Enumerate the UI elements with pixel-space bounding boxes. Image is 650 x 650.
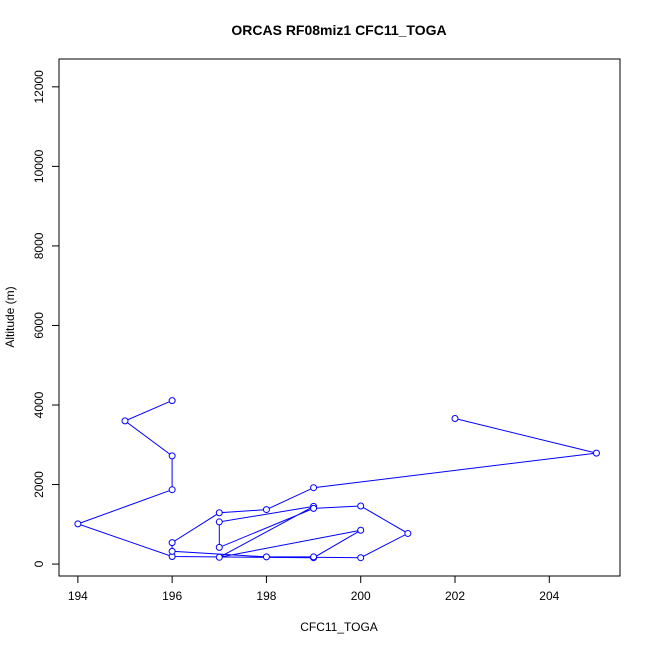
plot-frame [58,58,621,577]
x-tick-label: 202 [445,589,465,603]
x-axis: 194 196 198 200 202 204 [68,575,560,603]
data-point [168,539,176,547]
data-point [357,554,365,562]
data-point [451,415,459,423]
data-point [121,417,129,425]
x-tick-label: 200 [351,589,371,603]
series-line [76,400,597,559]
data-point [215,543,223,551]
data-point [357,526,365,534]
x-axis-label: CFC11_TOGA [300,620,378,634]
plot-area [74,397,600,562]
x-tick-label: 198 [256,589,276,603]
data-point [168,397,176,405]
y-tick-label: 6000 [32,312,46,339]
data-point [357,502,365,510]
x-tick-label: 194 [68,589,88,603]
x-tick-label: 204 [539,589,559,603]
data-point [168,486,176,494]
y-tick-label: 4000 [32,391,46,418]
chart-title: ORCAS RF08miz1 CFC11_TOGA [231,22,446,38]
y-tick-label: 2000 [32,471,46,498]
data-point [168,547,176,555]
data-point [215,518,223,526]
y-tick-label: 10000 [32,149,46,183]
data-point [215,553,223,561]
data-point [215,509,223,517]
y-tick-label: 0 [32,560,46,567]
x-tick-label: 196 [162,589,182,603]
data-point [592,449,600,457]
data-point [404,529,412,537]
data-point [310,504,318,512]
y-axis-label: Altitude (m) [3,286,17,347]
data-point [168,452,176,460]
data-point [310,553,318,561]
data-point [262,553,270,561]
data-point [262,506,270,514]
y-tick-label: 12000 [32,70,46,104]
y-axis: 0 2000 4000 6000 8000 10000 12000 [32,70,60,567]
y-tick-label: 8000 [32,232,46,259]
data-point [74,520,82,528]
data-point [310,484,318,492]
